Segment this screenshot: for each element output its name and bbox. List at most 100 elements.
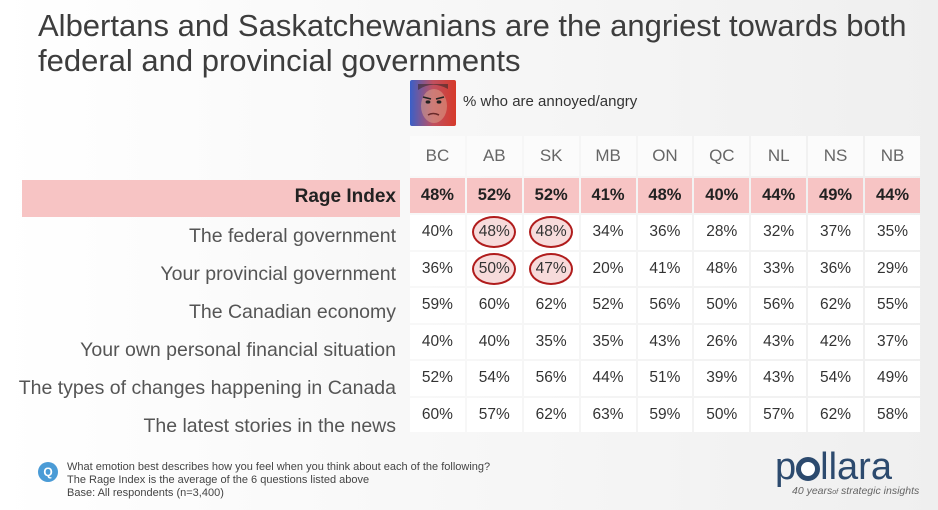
cell-value: 48%: [420, 186, 454, 204]
table-cell: 37%: [808, 215, 863, 250]
cell-value: 62%: [820, 296, 852, 314]
cell-value: 54%: [478, 369, 510, 387]
cell-value: 44%: [762, 186, 796, 204]
cell-value: 50%: [478, 259, 510, 277]
table-cell: 48%: [466, 215, 522, 250]
question-icon: Q: [38, 462, 58, 482]
table-cell: 41%: [580, 178, 636, 213]
cell-value: 48%: [706, 259, 738, 277]
table-cell: 58%: [865, 397, 920, 432]
pollara-logo: p llara: [775, 446, 892, 489]
table-cell: 59%: [410, 288, 465, 323]
table-cell: 48%: [410, 178, 465, 213]
cell-value: 35%: [535, 332, 567, 350]
cell-value: 52%: [477, 186, 511, 204]
tagline-start: 40 years: [792, 485, 833, 497]
cell-value: 52%: [421, 369, 453, 387]
logo-text-start: p: [775, 446, 797, 488]
column-header-sk: SK: [523, 136, 579, 176]
cell-value: 56%: [649, 296, 681, 314]
table-row: 36% 50% 47% 20% 41% 48% 33% 36% 29%: [410, 251, 920, 286]
cell-value: 28%: [706, 223, 738, 241]
table-cell: 52%: [580, 288, 636, 323]
table-cell: 40%: [466, 324, 522, 359]
table-cell: 28%: [694, 215, 750, 250]
logo-o-icon: [796, 457, 821, 481]
rage-index-row: 48% 52% 52% 41% 48% 40% 44% 49% 44%: [410, 178, 920, 213]
cell-value: 59%: [421, 296, 453, 314]
table-row: 40% 40% 35% 35% 43% 26% 43% 42% 37%: [410, 324, 920, 359]
table-row: 40% 48% 48% 34% 36% 28% 32% 37% 35%: [410, 215, 920, 250]
table-cell: 62%: [523, 288, 579, 323]
cell-value: 32%: [763, 223, 795, 241]
cell-value: 43%: [649, 332, 681, 350]
table-cell: 43%: [637, 324, 693, 359]
cell-value: 48%: [478, 223, 510, 241]
row-label: Your own personal financial situation: [80, 339, 396, 361]
cell-value: 36%: [820, 259, 852, 277]
cell-value: 35%: [876, 223, 909, 241]
cell-value: 43%: [763, 332, 795, 350]
table-cell: 56%: [751, 288, 807, 323]
table-cell: 36%: [410, 251, 465, 286]
row-label: The types of changes happening in Canada: [18, 377, 396, 399]
table-cell: 62%: [808, 397, 863, 432]
cell-value: 49%: [876, 369, 909, 387]
table-cell: 35%: [523, 324, 579, 359]
cell-value: 44%: [592, 369, 624, 387]
highlight-circle: [529, 252, 574, 285]
table-cell: 52%: [466, 178, 522, 213]
cell-value: 43%: [763, 369, 795, 387]
column-header-qc: QC: [694, 136, 750, 176]
table-cell: 55%: [865, 288, 920, 323]
table-cell: 48%: [523, 215, 579, 250]
table-cell: 60%: [466, 288, 522, 323]
highlight-circle: [472, 216, 517, 249]
table-cell: 54%: [466, 361, 522, 396]
table-cell: 50%: [694, 288, 750, 323]
table-cell: 44%: [580, 361, 636, 396]
cell-value: 49%: [819, 186, 853, 204]
cell-value: 36%: [649, 223, 681, 241]
table-cell: 33%: [751, 251, 807, 286]
table-cell: 39%: [694, 361, 750, 396]
column-header-ns: NS: [808, 136, 863, 176]
table-cell: 60%: [410, 397, 465, 432]
table-row: 52% 54% 56% 44% 51% 39% 43% 54% 49%: [410, 361, 920, 396]
cell-value: 40%: [421, 332, 453, 350]
table-cell: 44%: [751, 178, 807, 213]
table-cell: 35%: [580, 324, 636, 359]
cell-value: 60%: [421, 405, 453, 423]
cell-value: 60%: [478, 296, 510, 314]
column-header-ab: AB: [466, 136, 522, 176]
cell-value: 62%: [820, 405, 852, 423]
table-row: 60% 57% 62% 63% 59% 50% 57% 62% 58%: [410, 397, 920, 432]
tagline-end: strategic insights: [841, 485, 920, 497]
column-header-mb: MB: [580, 136, 636, 176]
cell-value: 63%: [592, 405, 624, 423]
cell-value: 41%: [649, 259, 681, 277]
cell-value: 50%: [706, 405, 738, 423]
table-cell: 34%: [580, 215, 636, 250]
angry-face-icon: [410, 80, 456, 126]
table-cell: 52%: [410, 361, 465, 396]
table-cell: 57%: [466, 397, 522, 432]
row-label: The federal government: [188, 225, 396, 247]
cell-value: 48%: [535, 223, 567, 241]
table-cell: 57%: [751, 397, 807, 432]
cell-value: 20%: [592, 259, 624, 277]
cell-value: 56%: [763, 296, 795, 314]
table-cell: 32%: [751, 215, 807, 250]
table-cell: 44%: [865, 178, 920, 213]
table-cell: 42%: [808, 324, 863, 359]
cell-value: 58%: [876, 405, 909, 423]
cell-value: 29%: [876, 259, 909, 277]
page-title: Albertans and Saskatchewanians are the a…: [38, 8, 907, 78]
cell-value: 35%: [592, 332, 624, 350]
table-cell: 50%: [694, 397, 750, 432]
table-cell: 41%: [637, 251, 693, 286]
results-table: BC AB SK MB ON QC NL NS NB 48% 52% 52% 41% 48% 40% 44% 4…: [408, 134, 922, 434]
column-header-on: ON: [637, 136, 693, 176]
row-label: The Canadian economy: [188, 301, 396, 323]
cell-value: 55%: [876, 296, 909, 314]
